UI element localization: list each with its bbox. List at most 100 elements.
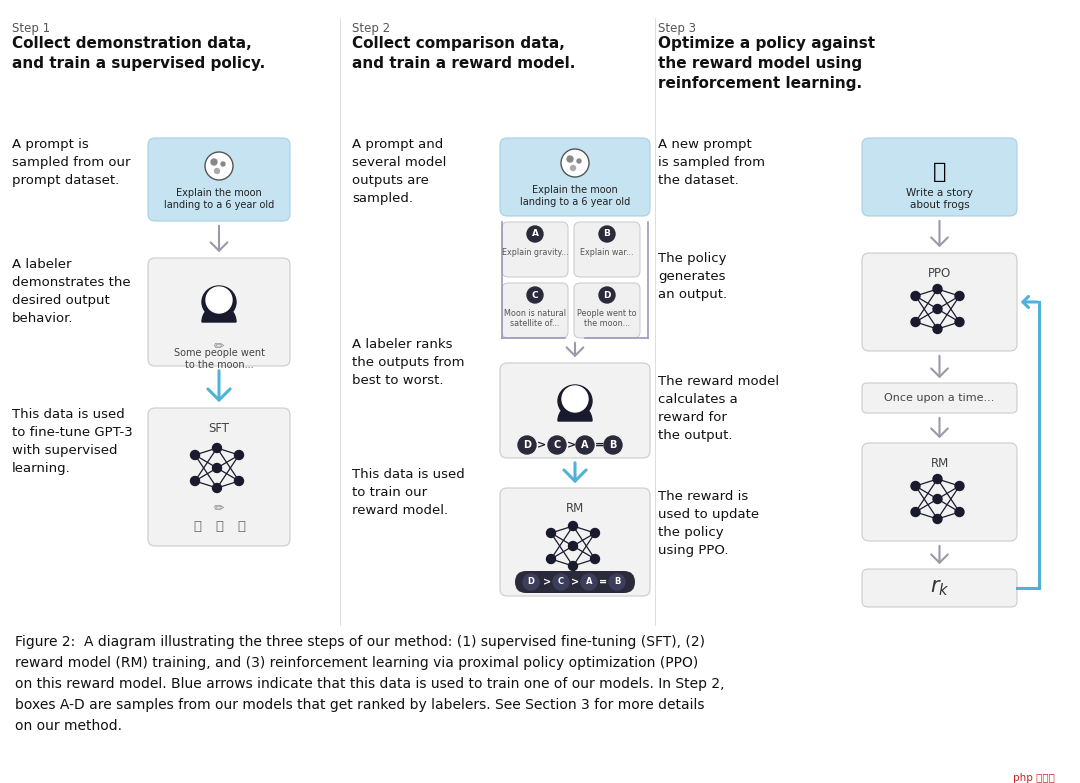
Text: Once upon a time...: Once upon a time... [885,393,995,403]
FancyBboxPatch shape [862,569,1017,607]
Circle shape [933,305,942,313]
Circle shape [599,287,615,303]
Circle shape [234,477,243,485]
Circle shape [523,574,539,590]
Text: 📄: 📄 [215,520,222,533]
Circle shape [568,561,578,571]
Circle shape [912,291,920,301]
Wedge shape [202,305,237,322]
Circle shape [205,152,233,180]
Circle shape [933,324,942,334]
Circle shape [933,495,942,503]
Text: =: = [594,440,604,450]
Ellipse shape [558,385,592,417]
Circle shape [548,436,566,454]
Text: B: B [604,229,610,239]
Circle shape [609,574,625,590]
Circle shape [561,149,589,177]
Text: RM: RM [930,457,948,470]
Circle shape [912,317,920,327]
Circle shape [576,436,594,454]
Circle shape [213,483,221,493]
Text: ✏: ✏ [214,502,225,515]
Text: Explain the moon
landing to a 6 year old: Explain the moon landing to a 6 year old [519,185,630,207]
Circle shape [211,159,217,165]
Text: Collect demonstration data,
and train a supervised policy.: Collect demonstration data, and train a … [12,36,266,70]
FancyBboxPatch shape [500,138,650,216]
Text: The policy
generates
an output.: The policy generates an output. [658,252,727,301]
FancyBboxPatch shape [862,138,1017,216]
Text: Step 3: Step 3 [658,22,696,35]
FancyBboxPatch shape [862,443,1017,541]
Circle shape [213,464,221,472]
Circle shape [591,554,599,564]
Text: People went to
the moon...: People went to the moon... [577,309,637,328]
Circle shape [527,287,543,303]
Circle shape [215,168,219,174]
Circle shape [933,514,942,524]
Text: Collect comparison data,
and train a reward model.: Collect comparison data, and train a rew… [352,36,576,70]
Text: =: = [599,577,607,587]
Text: A prompt and
several model
outputs are
sampled.: A prompt and several model outputs are s… [352,138,446,205]
Circle shape [955,317,964,327]
Text: reward model (RM) training, and (3) reinforcement learning via proximal policy o: reward model (RM) training, and (3) rein… [15,656,699,670]
Text: boxes A-D are samples from our models that get ranked by labelers. See Section 3: boxes A-D are samples from our models th… [15,698,704,712]
Circle shape [567,156,573,162]
Text: Moon is natural
satellite of...: Moon is natural satellite of... [504,309,566,328]
Circle shape [546,554,555,564]
FancyBboxPatch shape [502,283,568,338]
Circle shape [955,482,964,490]
Circle shape [568,521,578,531]
Text: 🐸: 🐸 [933,162,946,182]
Text: Explain gravity...: Explain gravity... [502,248,568,257]
Text: RM: RM [566,502,584,515]
Text: Explain war...: Explain war... [580,248,634,257]
Text: >: > [566,440,576,450]
Text: C: C [531,290,538,300]
Circle shape [955,507,964,517]
Text: on this reward model. Blue arrows indicate that this data is used to train one o: on this reward model. Blue arrows indica… [15,677,725,691]
Text: B: B [613,578,620,586]
Circle shape [912,507,920,517]
Circle shape [190,450,200,460]
Circle shape [933,284,942,294]
FancyBboxPatch shape [500,363,650,458]
Circle shape [581,574,597,590]
Circle shape [568,542,578,550]
Text: A: A [531,229,539,239]
Text: B: B [609,440,617,450]
Circle shape [234,450,243,460]
Circle shape [518,436,536,454]
FancyBboxPatch shape [862,253,1017,351]
Circle shape [955,291,964,301]
Circle shape [527,226,543,242]
Text: A prompt is
sampled from our
prompt dataset.: A prompt is sampled from our prompt data… [12,138,131,187]
FancyBboxPatch shape [500,488,650,596]
Text: Step 1: Step 1 [12,22,50,35]
Text: php 中文网: php 中文网 [1013,773,1055,783]
Text: D: D [523,440,531,450]
Circle shape [546,529,555,537]
Circle shape [599,226,615,242]
Text: A: A [581,440,589,450]
Text: Write a story
about frogs: Write a story about frogs [906,188,973,211]
Text: This data is used
to fine-tune GPT-3
with supervised
learning.: This data is used to fine-tune GPT-3 wit… [12,408,133,475]
Text: Optimize a policy against
the reward model using
reinforcement learning.: Optimize a policy against the reward mod… [658,36,875,91]
Text: Step 2: Step 2 [352,22,390,35]
Text: on our method.: on our method. [15,719,122,733]
Text: PPO: PPO [928,267,951,280]
FancyBboxPatch shape [573,283,640,338]
Text: D: D [527,578,535,586]
Wedge shape [558,404,592,421]
Circle shape [190,477,200,485]
Text: Explain the moon
landing to a 6 year old: Explain the moon landing to a 6 year old [164,188,274,211]
Text: The reward is
used to update
the policy
using PPO.: The reward is used to update the policy … [658,490,759,557]
Text: A new prompt
is sampled from
the dataset.: A new prompt is sampled from the dataset… [658,138,765,187]
Circle shape [591,529,599,537]
Ellipse shape [202,286,237,318]
Text: 📄: 📄 [237,520,245,533]
Circle shape [570,165,576,171]
Text: This data is used
to train our
reward model.: This data is used to train our reward mo… [352,468,464,517]
Circle shape [213,443,221,453]
Text: A: A [585,578,592,586]
